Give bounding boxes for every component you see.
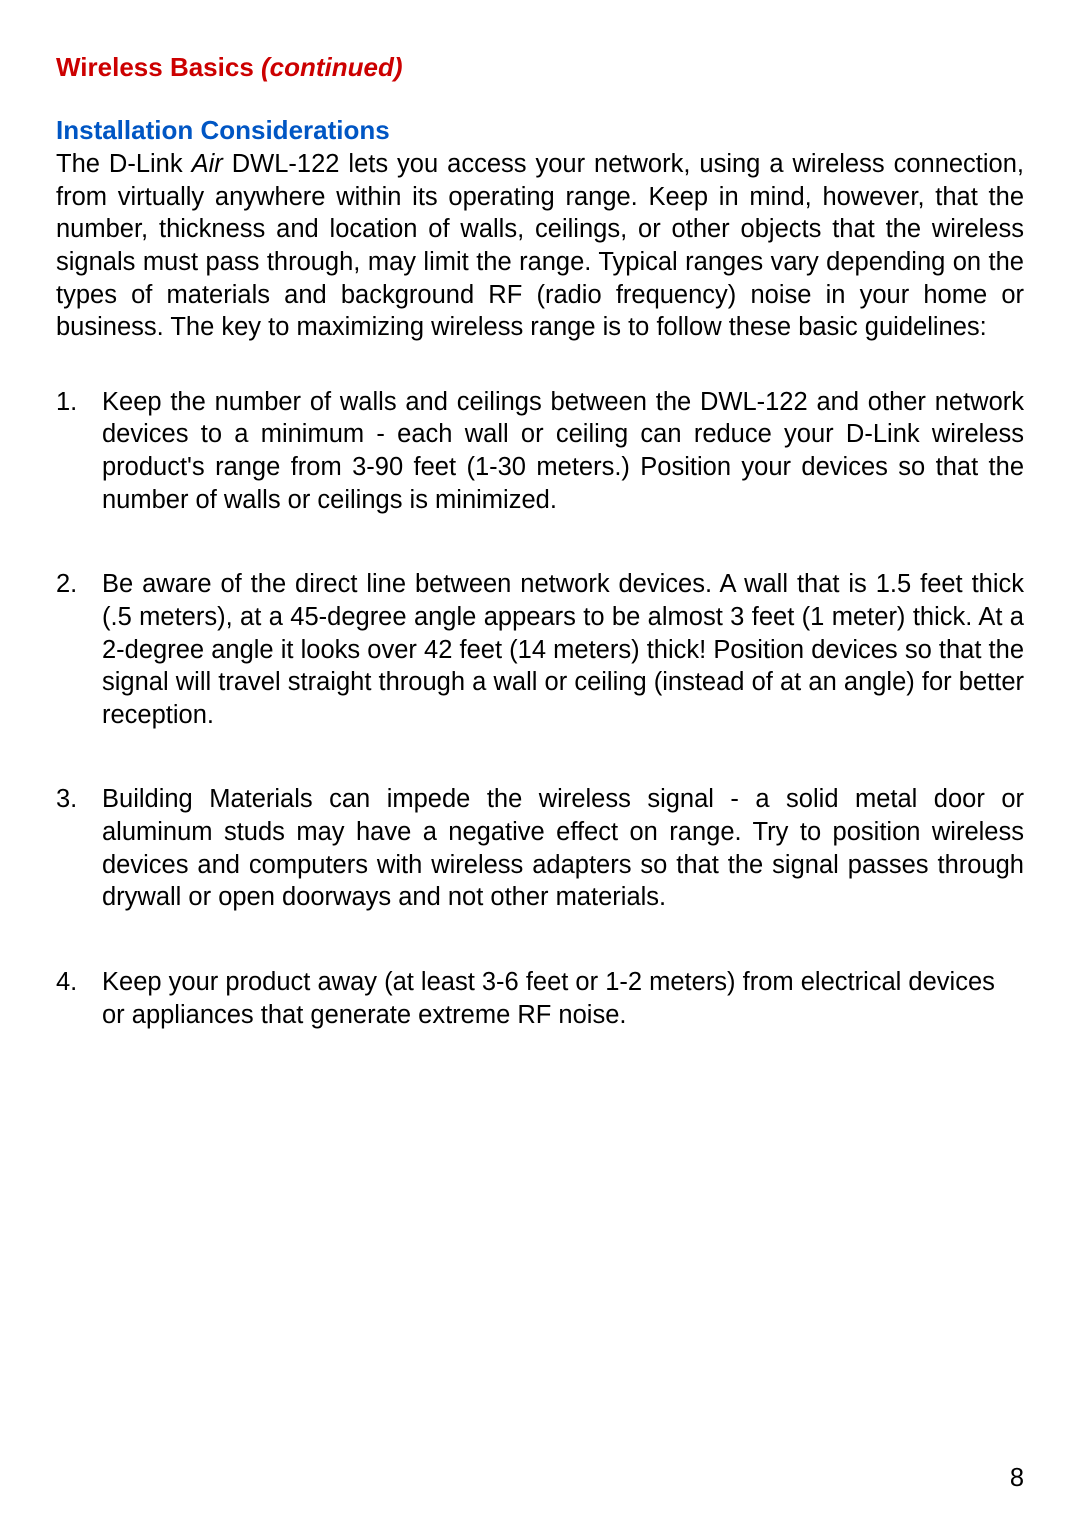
intro-brand-italic: Air: [192, 150, 223, 178]
section-heading-main: Wireless Basics: [56, 52, 261, 82]
document-page: Wireless Basics (continued) Installation…: [0, 0, 1080, 1529]
list-item: 3. Building Materials can impede the wir…: [56, 783, 1024, 914]
list-item-number: 2.: [56, 568, 77, 601]
list-item-text: Building Materials can impede the wirele…: [102, 785, 1024, 911]
intro-paragraph: The D-Link Air DWL-122 lets you access y…: [56, 148, 1024, 344]
guidelines-list: 1. Keep the number of walls and ceilings…: [56, 386, 1024, 1031]
list-item-text: Keep the number of walls and ceilings be…: [102, 388, 1024, 514]
intro-rest: DWL-122 lets you access your network, us…: [56, 150, 1024, 341]
list-item-text: Keep your product away (at least 3-6 fee…: [102, 968, 995, 1029]
list-item: 2. Be aware of the direct line between n…: [56, 568, 1024, 731]
section-heading: Wireless Basics (continued): [56, 52, 1024, 83]
list-item: 1. Keep the number of walls and ceilings…: [56, 386, 1024, 517]
list-item-text: Be aware of the direct line between netw…: [102, 570, 1024, 729]
intro-prefix: The D-Link: [56, 150, 192, 178]
section-heading-continued: (continued): [261, 52, 403, 82]
subheading: Installation Considerations: [56, 115, 1024, 146]
list-item: 4. Keep your product away (at least 3-6 …: [56, 966, 1024, 1031]
page-number: 8: [1010, 1464, 1024, 1493]
list-item-number: 1.: [56, 386, 77, 419]
list-item-number: 3.: [56, 783, 77, 816]
list-item-number: 4.: [56, 966, 77, 999]
